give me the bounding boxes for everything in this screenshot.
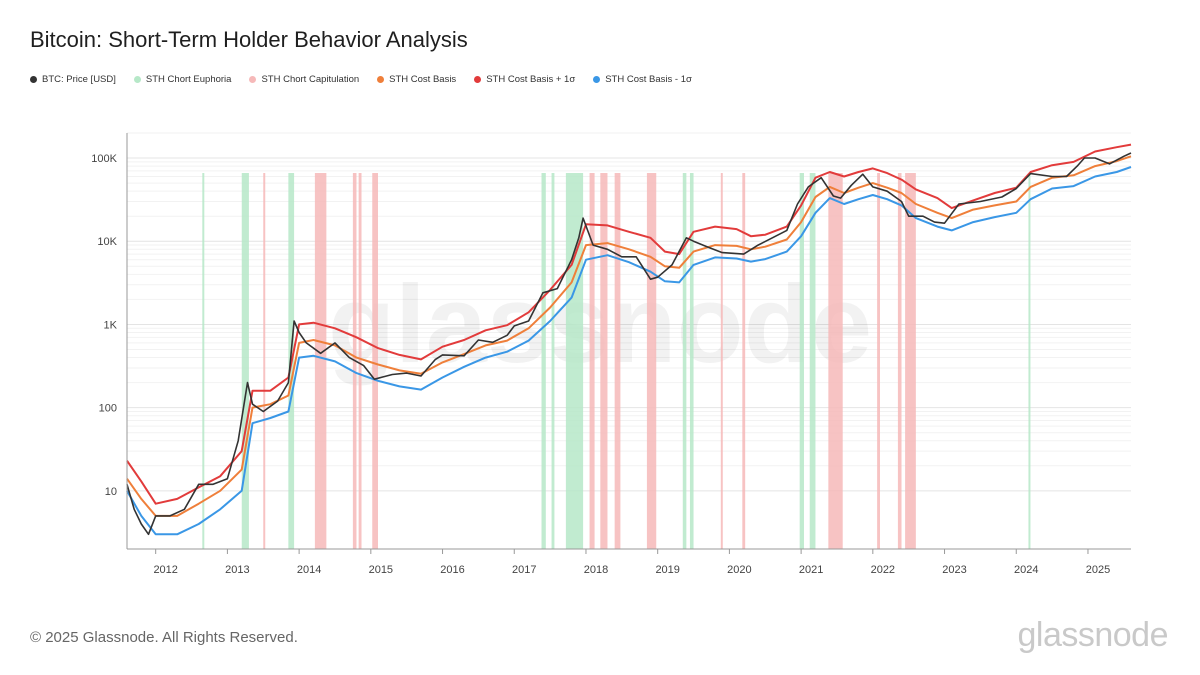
capitulation-band [828,173,843,549]
y-tick-label: 10K [97,236,117,248]
capitulation-band [614,173,621,549]
glassnode-logo[interactable]: glassnode [1017,616,1168,654]
x-tick-label: 2013 [225,564,249,576]
chart-canvas: 10 100 1K 10K 100K glassnode 2012 2013 2014 2015 2… [91,132,1132,576]
euphoria-band [689,173,694,549]
x-tick-label: 2019 [655,564,679,576]
x-tick-label: 2025 [1086,564,1110,576]
capitulation-band [720,173,723,549]
x-tick-label: 2016 [440,564,464,576]
capitulation-band [897,173,902,549]
chart-legend: BTC: Price [USD] STH Chort Euphoria STH Ch… [30,74,710,85]
legend-label: STH Cost Basis + 1σ [486,74,576,85]
x-tick-label: 2014 [297,564,321,576]
x-tick-label: 2015 [369,564,393,576]
x-tick-label: 2012 [153,564,177,576]
x-tick-label: 2024 [1014,564,1038,576]
y-tick-label: 100 [99,403,117,415]
capitulation-band [877,173,880,549]
legend-label: STH Chort Euphoria [145,74,232,85]
legend-item[interactable]: BTC: Price [USD] [30,74,116,85]
euphoria-band [551,173,555,549]
capitulation-band [905,173,916,549]
legend-dot-icon [474,76,482,83]
capitulation-band [358,173,362,549]
capitulation-band [263,173,266,549]
euphoria-band [809,173,816,549]
capitulation-band [372,173,378,549]
capitulation-band [742,173,746,549]
euphoria-band [1028,173,1031,549]
capitulation-band [600,173,608,549]
legend-dot-icon [30,76,37,83]
capitulation-band [589,173,595,549]
euphoria-band [541,173,546,549]
euphoria-band [241,173,249,549]
euphoria-band [799,173,804,549]
x-tick-label: 2017 [512,564,536,576]
capitulation-band [646,173,657,549]
capitulation-band [314,173,327,549]
euphoria-band [202,173,205,549]
copyright-footer: © 2025 Glassnode. All Rights Reserved. [30,629,298,646]
legend-label: STH Cost Basis [389,74,457,85]
legend-item[interactable]: STH Cost Basis + 1σ [474,74,575,85]
legend-item[interactable]: STH Chort Capitulation [249,74,359,85]
legend-label: STH Chort Capitulation [261,74,360,85]
euphoria-band [682,173,687,549]
legend-dot-icon [593,76,601,83]
series-line [126,152,1132,536]
x-tick-label: 2023 [942,564,966,576]
watermark-text: glassnode [328,263,872,386]
legend-label: STH Cost Basis - 1σ [605,74,692,85]
legend-dot-icon [133,76,141,83]
y-tick-label: 10 [105,486,117,498]
chart-title: Bitcoin: Short-Term Holder Behavior Anal… [30,27,468,52]
x-tick-label: 2021 [799,564,823,576]
legend-dot-icon [249,76,257,83]
legend-item[interactable]: STH Cost Basis - 1σ [593,74,692,85]
y-tick-label: 100K [91,153,117,165]
legend-item[interactable]: STH Chort Euphoria [133,74,232,85]
x-tick-label: 2020 [727,564,751,576]
y-tick-label: 1K [104,319,118,331]
x-tick-label: 2022 [871,564,895,576]
legend-label: BTC: Price [USD] [42,74,116,85]
x-tick-label: 2018 [584,564,608,576]
legend-item[interactable]: STH Cost Basis [377,74,456,85]
legend-dot-icon [377,76,385,83]
